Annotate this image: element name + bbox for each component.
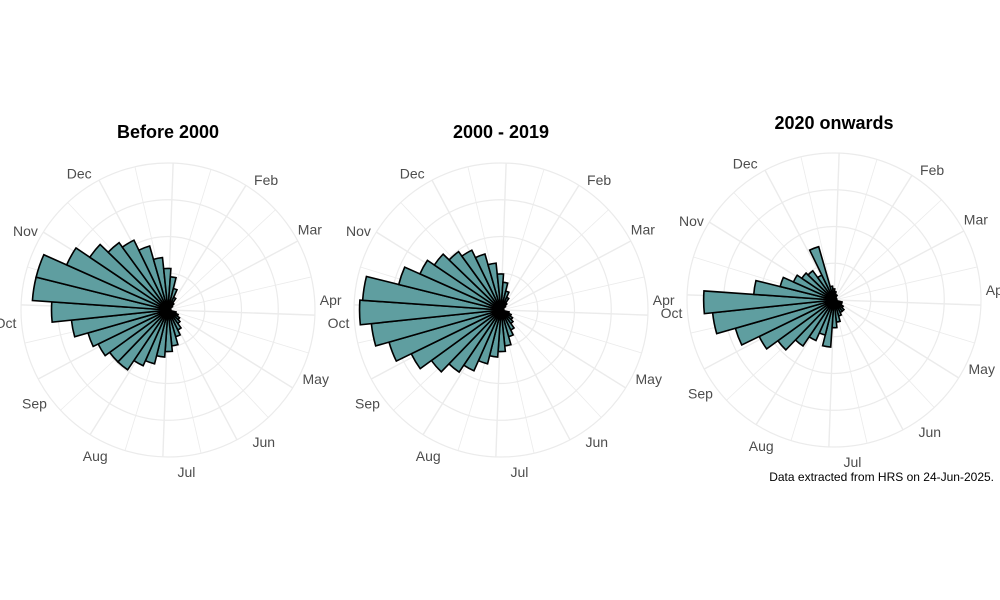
month-label-nov: Nov [13,223,38,239]
month-label-sep: Sep [355,395,380,411]
grid-spoke [833,199,942,301]
month-label-dec: Dec [67,165,92,181]
radial-chart-3: Dec Feb Mar Apr May Jun Jul Aug Sep Oct Nov 2020 on… [661,113,1000,470]
month-label-feb: Feb [254,172,278,188]
month-label-jul: Jul [510,464,528,480]
month-label-aug: Aug [416,448,441,464]
grid-ring [20,162,316,458]
bar [418,259,502,311]
grid-spoke [833,153,840,301]
month-label-jun: Jun [586,434,609,450]
grid-spoke [167,309,309,354]
grid-spoke [833,159,878,301]
grid-spoke [833,299,960,379]
bar [447,250,502,311]
grid-spoke [500,169,545,311]
month-label-mar: Mar [298,222,322,238]
grid-spoke [167,309,269,418]
month-label-apr: Apr [320,292,342,308]
grid-spoke [500,309,602,418]
bar [162,267,172,311]
bar [152,256,169,311]
bar [500,309,505,312]
month-label-may: May [303,371,329,387]
month-label-jul: Jul [177,464,195,480]
month-label-may: May [636,371,662,387]
month-label-mar: Mar [631,222,655,238]
bar [358,299,502,326]
month-label-jul: Jul [843,454,861,470]
bar [474,253,502,311]
data-source-caption: Data extracted from HRS on 24-Jun-2025. [769,470,994,484]
grid-spoke [167,309,315,316]
grid-spoke [500,184,580,311]
month-label-feb: Feb [587,172,611,188]
grid-spoke [500,240,632,311]
grid-spoke [167,309,238,441]
grid-spoke [167,209,276,311]
month-label-may: May [969,361,995,377]
bar [121,239,169,311]
month-label-dec: Dec [400,165,425,181]
grid-spoke [167,184,247,311]
bar [460,249,502,311]
month-label-sep: Sep [688,385,713,401]
bar [702,290,835,315]
radial-chart-2: Dec Feb Mar Apr May Jun Jul Aug Sep Oct Nov 2000 - … [328,122,675,480]
month-label-apr: Apr [986,282,1000,298]
bar [806,269,835,301]
grid-ring [353,162,649,458]
grid-spoke [833,230,965,301]
grid-ring [686,152,982,448]
bar [137,245,169,311]
bar [167,309,172,312]
month-label-sep: Sep [22,395,47,411]
grid-spoke [833,299,935,408]
grid-spoke [167,309,294,389]
grid-spoke [833,299,981,306]
grid-spoke [833,174,913,301]
month-label-jun: Jun [253,434,276,450]
grid-spoke [500,276,645,311]
grid-spoke [500,309,571,441]
month-label-feb: Feb [920,162,944,178]
month-label-oct: Oct [328,315,350,331]
bar [808,245,835,301]
grid-spoke [500,309,627,389]
month-label-aug: Aug [83,448,108,464]
bar [88,243,169,311]
chart-title: 2020 onwards [774,113,893,133]
bar [496,273,505,311]
month-label-nov: Nov [679,213,704,229]
month-label-oct: Oct [661,305,683,321]
grid-spoke [833,266,978,301]
grid-spoke [833,299,904,431]
month-label-aug: Aug [749,438,774,454]
grid-spoke [167,276,312,311]
grid-spoke [500,209,609,311]
month-label-jun: Jun [919,424,942,440]
grid-spoke [833,299,868,444]
bar [65,246,169,311]
grid-spoke [500,309,648,316]
bar [833,299,838,302]
month-label-mar: Mar [964,212,988,228]
chart-title: Before 2000 [117,122,219,142]
month-label-nov: Nov [346,223,371,239]
grid-spoke [800,156,835,301]
bar [433,252,502,311]
grid-spoke [167,169,212,311]
grid-spoke [500,309,642,354]
grid-spoke [167,240,299,311]
chart-title: 2000 - 2019 [453,122,549,142]
radial-chart-1: Dec Feb Mar Apr May Jun Jul Aug Sep Oct Nov Before … [0,122,342,480]
grid-spoke [833,299,975,344]
month-label-dec: Dec [733,155,758,171]
month-label-apr: Apr [653,292,675,308]
bar [107,241,169,311]
month-label-oct: Oct [0,315,16,331]
bar [487,262,502,311]
